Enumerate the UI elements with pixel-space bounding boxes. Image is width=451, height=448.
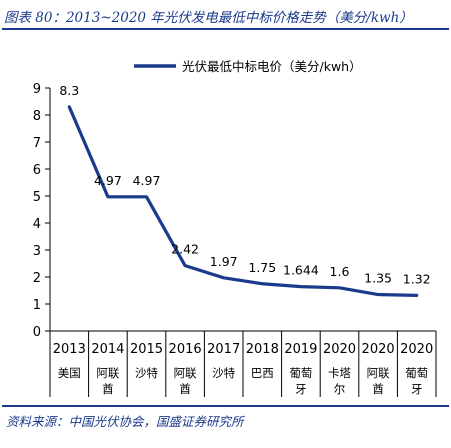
series-line (67, 105, 419, 297)
x-category-label: 2013 (53, 342, 86, 357)
x-category-sublabel: 美国 (58, 366, 81, 380)
x-category-sublabel: 阿联 (96, 366, 119, 380)
x-category-sublabel: 尔 (334, 382, 346, 396)
y-tick-label: 7 (33, 136, 41, 151)
x-category-sublabel: 酋 (102, 382, 114, 396)
data-label: 1.35 (364, 271, 392, 286)
x-category-sublabel: 葡萄 (289, 366, 312, 380)
figure-title: 图表 80：2013~2020 年光伏发电最低中标价格走势（美分/kwh） (4, 10, 413, 26)
x-category-sublabel: 阿联 (174, 366, 197, 380)
x-category-label: 2018 (246, 342, 279, 357)
x-category-sublabel: 巴西 (251, 366, 274, 380)
data-label: 1.644 (283, 263, 319, 278)
data-label: 4.97 (94, 173, 122, 188)
legend-label: 光伏最低中标电价（美分/kwh） (182, 59, 362, 74)
y-tick-label: 0 (33, 325, 41, 340)
y-tick-label: 4 (33, 217, 41, 232)
x-category-sublabel: 酋 (179, 382, 191, 396)
data-label: 2.42 (171, 242, 199, 257)
y-tick-label: 5 (33, 190, 41, 205)
x-category-label: 2016 (169, 342, 202, 357)
data-label: 8.3 (59, 83, 79, 98)
x-category-sublabel: 卡塔 (328, 366, 351, 380)
y-tick-label: 1 (33, 298, 41, 313)
x-category-label: 2014 (91, 342, 124, 357)
data-label: 1.6 (330, 264, 350, 279)
x-category-label: 2015 (130, 342, 163, 357)
x-category-sublabel: 沙特 (212, 366, 235, 380)
x-category-sublabel: 牙 (295, 382, 307, 396)
x-category-sublabel: 葡萄 (405, 366, 428, 380)
y-tick-label: 2 (33, 271, 41, 286)
title-divider (2, 28, 449, 30)
x-category-sublabel: 阿联 (367, 366, 390, 380)
x-category-label: 2017 (207, 342, 240, 357)
x-category-label: 2020 (362, 342, 395, 357)
x-category-sublabel: 牙 (411, 382, 423, 396)
x-category-label: 2019 (284, 342, 317, 357)
data-label: 1.97 (210, 254, 238, 269)
y-tick-label: 9 (33, 82, 41, 97)
x-category-label: 2020 (323, 342, 356, 357)
y-tick-label: 3 (33, 244, 41, 259)
data-label: 1.75 (248, 260, 276, 275)
data-label: 4.97 (133, 173, 161, 188)
x-category-sublabel: 沙特 (135, 366, 158, 380)
y-tick-label: 8 (33, 109, 41, 124)
y-tick-label: 6 (33, 163, 41, 178)
data-label: 1.32 (403, 271, 431, 286)
source-note: 资料来源：中国光伏协会，国盛证券研究所 (6, 414, 244, 429)
x-category-label: 2020 (400, 342, 433, 357)
x-category-sublabel: 酋 (372, 382, 384, 396)
source-divider (2, 405, 449, 407)
